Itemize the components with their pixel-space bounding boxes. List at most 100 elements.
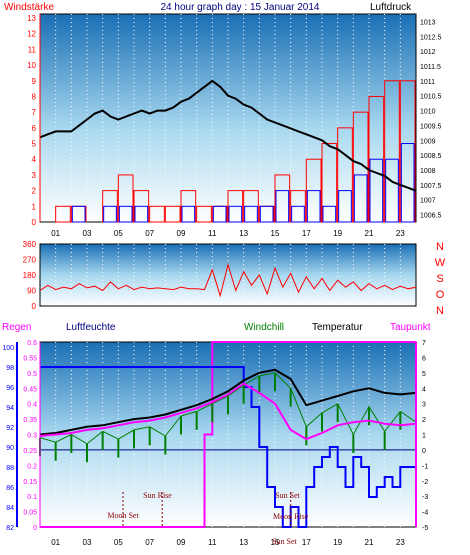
- panel-3-x-tick-label: 03: [83, 538, 92, 547]
- panel-1-x-tick-label: 17: [302, 229, 311, 238]
- panel-3-x-tick-label: 23: [396, 538, 405, 547]
- panel-3-x-tick-label: 09: [177, 538, 186, 547]
- panel-2-compass-label: S: [436, 273, 443, 285]
- panel-1-right-tick-label: 1006.5: [420, 213, 442, 220]
- panel-1-right-tick-label: 1013: [420, 19, 436, 26]
- wind-gust-bar: [228, 205, 243, 223]
- wind-speed-bar: [149, 205, 165, 223]
- pressure-line: [39, 79, 417, 192]
- panel-3-rain-tick-label: 0.55: [23, 355, 37, 362]
- chart-title: 24 hour graph day : 15 Januar 2014: [160, 2, 319, 13]
- humidity-line: [40, 366, 416, 528]
- wind-gust-bar: [134, 205, 149, 223]
- panel-3-x-tick-label: 05: [114, 538, 123, 547]
- dewpoint-line: [39, 382, 417, 441]
- temperature-legend-label: Temperatur: [312, 322, 363, 333]
- panel-1-left-tick-label: 6: [32, 124, 37, 133]
- panel-1-left-tick-label: 2: [32, 187, 37, 196]
- panel-1-x-tick-label: 19: [333, 229, 342, 238]
- panel-3-rain-tick-label: 0.1: [27, 494, 37, 501]
- panel-1-right-tick-label: 1008: [420, 168, 436, 175]
- panel-1-right-tick-label: 1009: [420, 138, 436, 145]
- panel-3-humidity-tick-label: 82: [6, 525, 14, 532]
- panel-1-x-tick-label: 21: [365, 229, 374, 238]
- panel-3-rain-tick-label: 0.45: [23, 386, 37, 393]
- wind-gust-bar: [291, 205, 305, 223]
- panel-1-left-tick-label: 3: [32, 171, 37, 180]
- panel-1-x-tick-label: 09: [177, 229, 186, 238]
- panel-1-left-tick-label: 13: [27, 14, 36, 23]
- dewpoint-legend-label: Taupunkt: [390, 322, 431, 333]
- rain-legend-label: Regen: [2, 322, 31, 333]
- panel-1-right-tick-label: 1010.5: [420, 94, 442, 101]
- moon-set-label: Moon Set: [107, 511, 139, 520]
- panel-3-rain-tick-label: 0.25: [23, 448, 37, 455]
- windchill-legend-label: Windchill: [244, 322, 284, 333]
- wind-gust-bar: [400, 143, 415, 223]
- panel-1-x-tick-label: 01: [51, 229, 60, 238]
- panel-3-temp-tick-label: 2: [422, 417, 426, 424]
- panel-1-right-tick-label: 1007: [420, 198, 436, 205]
- panel-3-rain-tick-label: 0.4: [27, 402, 37, 409]
- wind-gust-bar: [118, 205, 133, 223]
- panel-3-humidity-tick-label: 94: [6, 405, 14, 412]
- panel-1-x-tick-label: 13: [239, 229, 248, 238]
- panel-1-left-axis-label: Windstärke: [4, 2, 54, 13]
- panel-3-x-tick-label: 19: [333, 538, 342, 547]
- panel-3-temp-tick-label: -2: [422, 479, 428, 486]
- panel-3-humidity-tick-label: 100: [2, 345, 14, 352]
- wind-gust-bar: [369, 158, 384, 223]
- panel-2-compass-label: N: [436, 305, 444, 317]
- panel-3-x-tick-label: 13: [239, 538, 248, 547]
- panel-3-temp-tick-label: 4: [422, 386, 426, 393]
- wind-gust-bar: [338, 190, 352, 223]
- panel-3-x-tick-label: 07: [145, 538, 154, 547]
- panel-1-left-tick-label: 1: [32, 202, 37, 211]
- panel-2-left-tick-label: 360: [23, 240, 37, 249]
- panel-1-x-tick-label: 07: [145, 229, 154, 238]
- panel-3-temp-tick-label: 3: [422, 402, 426, 409]
- panel-1-right-tick-label: 1011.5: [420, 64, 441, 71]
- panel-3-rain-tick-label: 0.3: [27, 433, 37, 440]
- wind-gust-bar: [244, 205, 258, 223]
- panel-1-right-tick-label: 1011: [420, 79, 435, 86]
- panel-3-rain-tick-label: 0.5: [27, 371, 37, 378]
- panel-3-humidity-tick-label: 98: [6, 365, 14, 372]
- panel-1-left-tick-label: 7: [32, 108, 37, 117]
- panel-3-x-tick-label: 21: [365, 538, 374, 547]
- panel-1-left-tick-label: 5: [32, 140, 37, 149]
- panel-1-x-tick-label: 23: [396, 229, 405, 238]
- panel-3-rain-tick-label: 0.35: [23, 417, 37, 424]
- panel-1-left-tick-label: 9: [32, 77, 37, 86]
- wind-gust-bar: [322, 205, 337, 223]
- panel-3-temp-tick-label: 0: [422, 448, 426, 455]
- panel-3-rain-tick-label: 0.05: [23, 510, 37, 517]
- panel-3-humidity-tick-label: 96: [6, 385, 14, 392]
- panel-3-temp-tick-label: 1: [422, 433, 426, 440]
- panel-1-right-tick-label: 1012: [420, 49, 436, 56]
- panel-2-left-tick-label: 180: [23, 271, 37, 280]
- panel-1-x-tick-label: 03: [83, 229, 92, 238]
- panel-2-compass-label: N: [436, 241, 444, 253]
- panel-1-left-tick-label: 10: [27, 61, 36, 70]
- panel-2-compass-label: O: [436, 289, 445, 301]
- sun-set-bottom-label: Sun Set: [272, 537, 297, 546]
- panel-3-temp-tick-label: -5: [422, 525, 428, 532]
- panel-2-left-tick-label: 90: [27, 287, 36, 296]
- wind-gust-bar: [181, 205, 196, 223]
- wind-speed-bar: [55, 205, 71, 223]
- panel-2-left-tick-label: 270: [23, 256, 37, 265]
- panel-3-temp-tick-label: -1: [422, 463, 428, 470]
- panel-1-right-tick-label: 1010: [420, 109, 436, 116]
- panel-1-left-tick-label: 12: [27, 30, 36, 39]
- wind-gust-bar: [306, 190, 321, 223]
- wind-gust-bar: [353, 174, 368, 223]
- panel-2-compass-label: W: [435, 257, 446, 269]
- windchill-line: [39, 372, 417, 445]
- panel-1-left-tick-label: 0: [32, 218, 37, 227]
- wind-speed-bar: [196, 205, 212, 223]
- panel-3-temp-tick-label: -3: [422, 494, 428, 501]
- panel-3-rain-tick-label: 0.15: [23, 479, 37, 486]
